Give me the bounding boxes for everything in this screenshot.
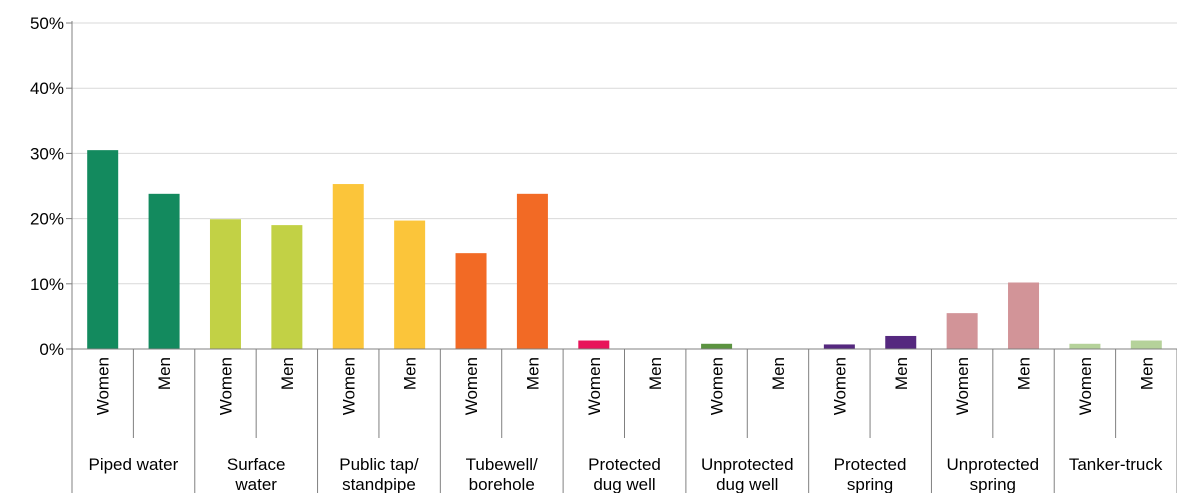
bars	[87, 150, 1162, 349]
x-group-label: Unprotected	[701, 455, 794, 474]
x-sub-label: Women	[94, 357, 113, 415]
bar	[271, 225, 303, 349]
x-sub-label: Women	[216, 357, 235, 415]
x-sub-label: Men	[769, 357, 788, 390]
gridlines	[72, 22, 1177, 285]
x-group-label: borehole	[469, 475, 535, 493]
x-group-label: Surface	[227, 455, 286, 474]
x-sub-label: Women	[1076, 357, 1095, 415]
bar	[148, 193, 180, 349]
bar	[1069, 343, 1101, 349]
x-sub-label: Women	[462, 357, 481, 415]
x-group-label: Tubewell/	[466, 455, 538, 474]
y-tick-label: 40%	[30, 79, 64, 98]
y-tick-label: 30%	[30, 144, 64, 163]
bar	[946, 313, 978, 349]
x-sub-label: Men	[401, 357, 420, 390]
y-tick-label: 50%	[30, 14, 64, 33]
x-group-label: Public tap/	[339, 455, 419, 474]
y-tick-label: 20%	[30, 210, 64, 229]
x-group-label: standpipe	[342, 475, 416, 493]
bar	[701, 343, 733, 349]
bar	[578, 340, 610, 349]
x-group-label: Protected	[588, 455, 661, 474]
x-sub-label: Men	[155, 357, 174, 390]
x-group-label: dug well	[593, 475, 655, 493]
x-sub-label: Women	[830, 357, 849, 415]
y-tick-label: 0%	[39, 340, 64, 359]
bar	[823, 344, 855, 349]
x-group-label: Unprotected	[947, 455, 1040, 474]
bar	[1008, 282, 1040, 349]
x-sub-label: Men	[646, 357, 665, 390]
x-group-label: Tanker-truck	[1069, 455, 1163, 474]
bar	[885, 335, 917, 349]
x-sub-label: Women	[708, 357, 727, 415]
bar	[455, 253, 487, 349]
x-group-label: dug well	[716, 475, 778, 493]
x-sub-label: Men	[892, 357, 911, 390]
bar	[87, 150, 119, 349]
x-sub-label: Women	[585, 357, 604, 415]
x-sub-label: Women	[953, 357, 972, 415]
x-group-label: Piped water	[88, 455, 178, 474]
bar	[516, 193, 548, 349]
x-sub-label: Men	[1015, 357, 1034, 390]
x-sub-label: Men	[523, 357, 542, 390]
bar	[209, 219, 241, 349]
x-group-label: spring	[847, 475, 893, 493]
bar	[1130, 340, 1162, 349]
bar	[394, 220, 426, 349]
bar	[332, 184, 364, 349]
y-tick-label: 10%	[30, 275, 64, 294]
x-group-label: Protected	[834, 455, 907, 474]
x-group-label: water	[234, 475, 277, 493]
x-sub-label: Women	[339, 357, 358, 415]
x-group-label: spring	[970, 475, 1016, 493]
y-axis: 0% 10% 20% 30% 40% 50%	[30, 14, 73, 359]
x-sub-label: Men	[1137, 357, 1156, 390]
x-sub-label: Men	[278, 357, 297, 390]
